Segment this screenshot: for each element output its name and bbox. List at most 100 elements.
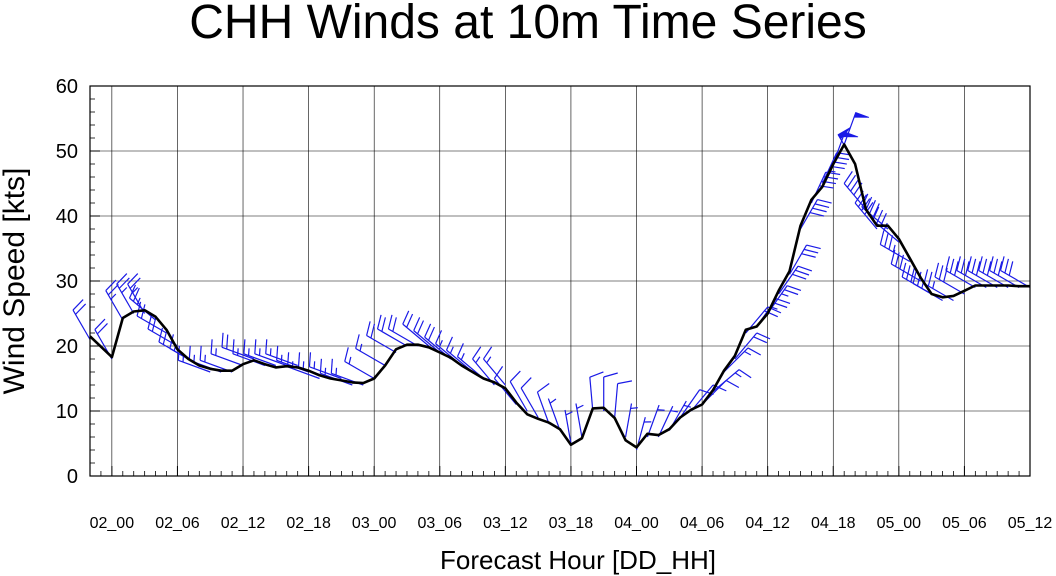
wind-barb-staff [657, 405, 674, 438]
wind-barb-half-feather [438, 339, 443, 348]
wind-barb-staff [509, 381, 528, 412]
wind-barb-half-feather [734, 372, 742, 378]
wind-barb-feather [817, 198, 832, 204]
wind-barb-half-feather [302, 361, 305, 369]
wind-barb-feather [895, 252, 900, 267]
wind-barb-feather [978, 256, 983, 271]
wind-barb-staff [377, 328, 408, 347]
wind-barb-feather [792, 273, 807, 280]
wind-barb-feather [520, 377, 532, 389]
wind-barb-staff [1000, 269, 1031, 289]
wind-barb-staff [105, 290, 124, 321]
wind-barb-feather [967, 256, 972, 271]
wind-barb-half-feather [892, 244, 896, 253]
wind-barb-feather [330, 358, 333, 374]
wind-barb-feather [776, 298, 791, 304]
wind-barb-half-feather [683, 404, 692, 408]
wind-barb-half-feather [269, 348, 272, 356]
wind-barb-feather [879, 230, 885, 245]
wind-barb-feather [308, 352, 312, 367]
wind-barb-feather [797, 265, 813, 272]
wind-barb [413, 317, 441, 353]
wind-barb-feather [1004, 258, 1010, 274]
wind-barb-feather [949, 258, 955, 274]
wind-barb-half-feather [449, 346, 454, 354]
y-axis-label: Wind Speed [kts] [0, 168, 31, 395]
wind-barb-feather [482, 346, 493, 360]
wind-barb-feather [387, 314, 393, 330]
x-tick-label: 02_18 [286, 515, 331, 532]
wind-barb [799, 198, 832, 230]
wind-barb-staff [843, 112, 857, 145]
wind-barb-pennant [853, 112, 870, 118]
wind-barb-half-feather [460, 352, 465, 361]
axes: 0 10 20 30 40 50 60 02_00 02_06 02_12 02_18 03_00 03… [56, 76, 1053, 532]
wind-barb-feather [128, 284, 137, 299]
wind-barb-feather [402, 310, 410, 325]
wind-barbs [72, 112, 1031, 451]
wind-barb-feather [370, 323, 376, 339]
wind-barb [879, 230, 911, 263]
wind-barb-half-feather [258, 348, 261, 356]
wind-barb [603, 372, 618, 411]
wind-barb-half-feather [247, 348, 250, 356]
grid-lines [90, 85, 1031, 477]
y-tick-label: 60 [56, 76, 78, 98]
wind-barb-feather [118, 277, 130, 289]
wind-barb [547, 398, 561, 431]
wind-barb-feather [993, 258, 999, 274]
wind-speed-line [89, 143, 1030, 449]
wind-barb-half-feather [744, 350, 752, 356]
wind-barb [493, 366, 517, 405]
wind-barb-feather [795, 269, 810, 276]
wind-barb [509, 370, 528, 412]
wind-barb-staff [624, 403, 633, 438]
wind-barb-feather [801, 253, 816, 258]
wind-barb-staff [679, 389, 701, 418]
wind-barb [116, 273, 135, 314]
wind-barb-feather [846, 174, 857, 188]
wind-barb-feather [986, 261, 992, 276]
wind-barb-feather [756, 332, 771, 340]
wind-barb [105, 279, 124, 321]
x-tick-label: 04_18 [811, 515, 856, 532]
wind-barb-feather [199, 345, 202, 361]
wind-barb-feather [982, 258, 988, 274]
wind-barb [945, 256, 976, 289]
wind-barb-feather [997, 261, 1003, 276]
wind-barb-staff [483, 358, 506, 386]
wind-barb-feather [753, 336, 768, 344]
wind-barb-half-feather [630, 407, 638, 410]
wind-barb-feather [843, 171, 853, 184]
wind-barb [243, 339, 277, 367]
wind-barb [254, 339, 287, 367]
wind-barb-feather [105, 279, 117, 291]
wind-barb-feather [509, 370, 521, 382]
wind-barb-staff [723, 347, 749, 373]
wind-barb-feather [814, 203, 830, 209]
wind-barb-staff [854, 202, 878, 230]
wind-barb-feather [151, 317, 157, 332]
y-tick-label: 20 [56, 336, 78, 358]
wind-barb-staff [945, 269, 976, 289]
wind-barb-staff [880, 243, 911, 263]
wind-barb-half-feather [475, 356, 481, 364]
wind-barb-feather [413, 317, 421, 331]
wind-barb-feather [901, 262, 907, 278]
wind-barb-half-feather [781, 293, 789, 297]
wind-barb-feather [999, 256, 1005, 271]
wind-barb-feather [210, 339, 213, 354]
wind-barb-half-feather [204, 354, 206, 363]
wind-barb-feather [910, 267, 915, 283]
wind-barb [169, 334, 200, 367]
wind-barb-staff [799, 199, 818, 230]
wind-barb-feather [427, 326, 435, 341]
y-tick-label: 30 [56, 271, 78, 293]
wind-barb-feather [276, 345, 279, 361]
wind-barb-feather [617, 380, 633, 385]
wind-barb [355, 334, 386, 367]
wind-barb-feather [94, 318, 106, 330]
wind-barb-half-feather [565, 411, 573, 416]
wind-barb-feather [989, 256, 994, 271]
wind-barb-feather [868, 200, 877, 214]
